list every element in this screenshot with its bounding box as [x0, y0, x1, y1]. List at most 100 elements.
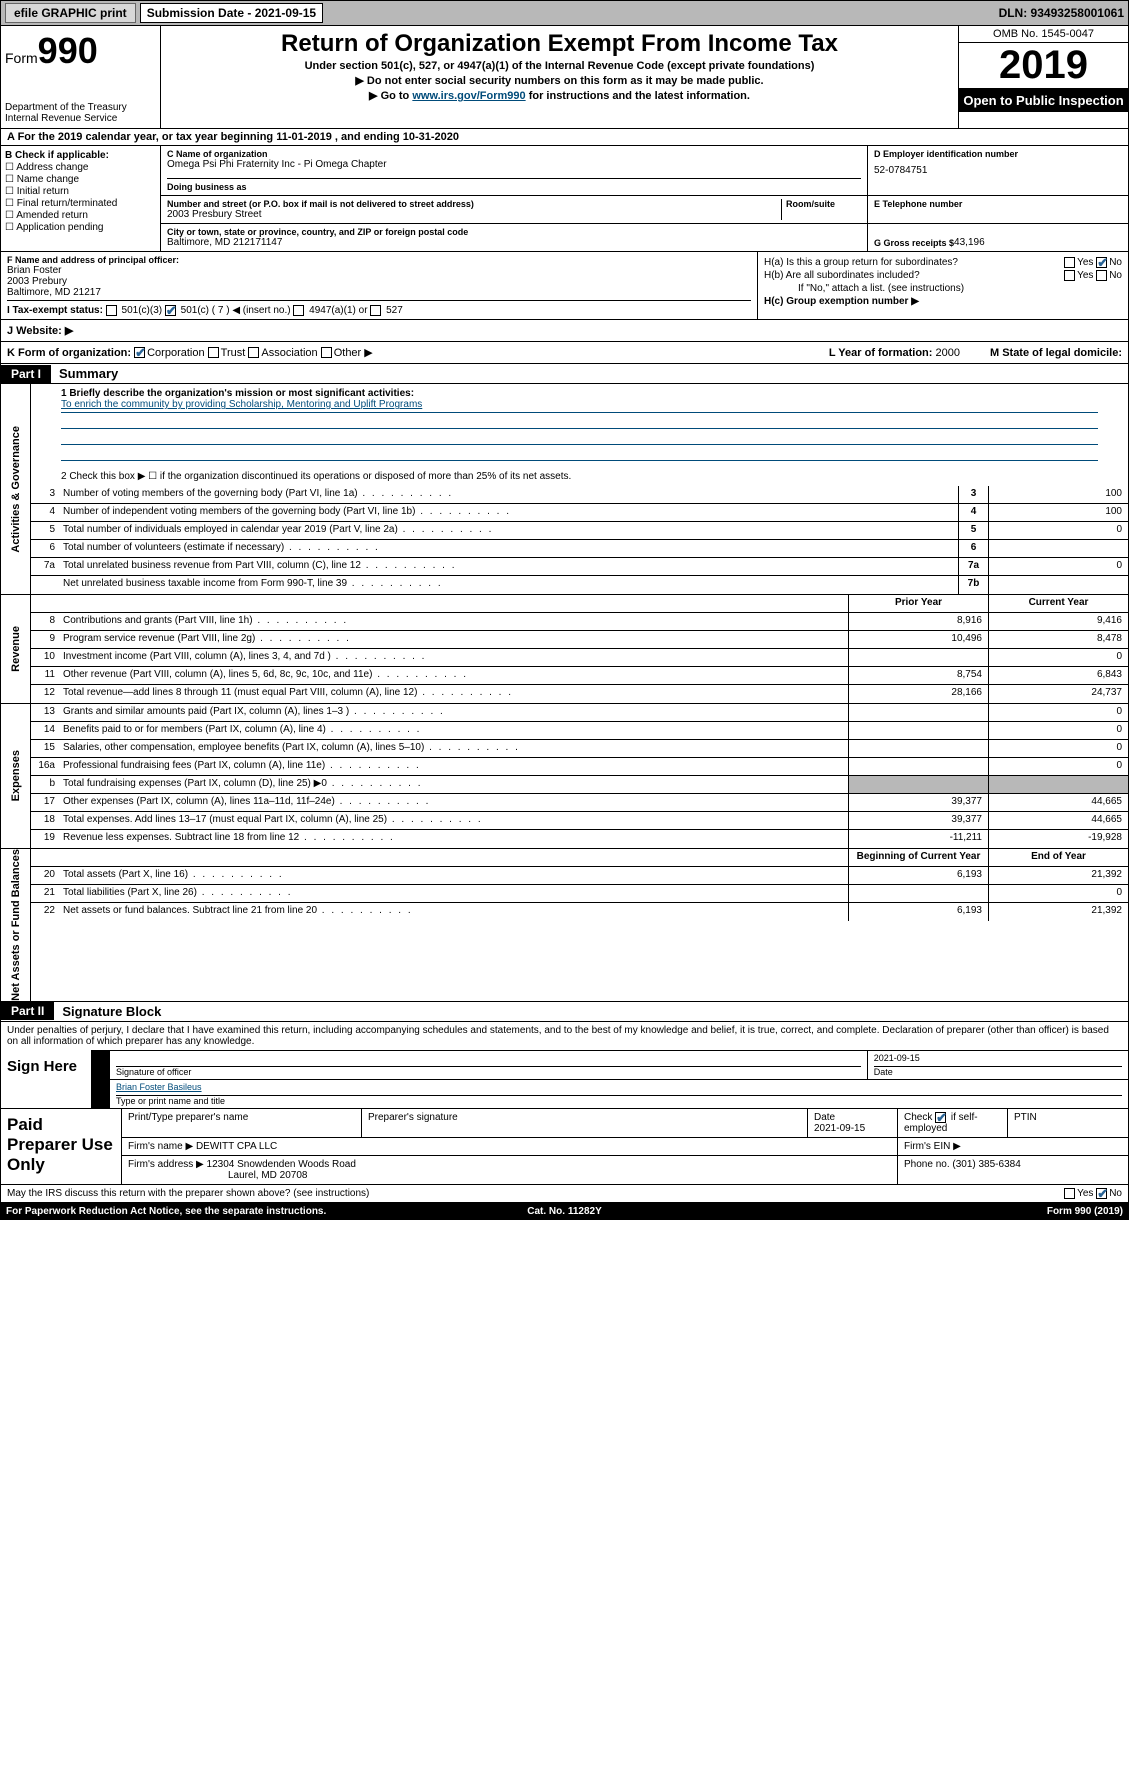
sig-arrow-icon	[91, 1051, 109, 1079]
k-lbl: K Form of organization:	[7, 347, 131, 359]
chk-501c3[interactable]	[106, 305, 117, 316]
chk-assoc[interactable]	[248, 347, 259, 358]
dept-label: Department of the Treasury	[5, 102, 156, 113]
chk-address-change[interactable]: ☐ Address change	[5, 162, 156, 173]
summary-line: 14Benefits paid to or for members (Part …	[31, 722, 1128, 740]
chk-final-return[interactable]: ☐ Final return/terminated	[5, 198, 156, 209]
chk-initial-return[interactable]: ☐ Initial return	[5, 186, 156, 197]
summary-line: 22Net assets or fund balances. Subtract …	[31, 903, 1128, 921]
e-phone-lbl: E Telephone number	[874, 199, 1122, 209]
gov-section: Activities & Governance 1 Briefly descri…	[0, 384, 1129, 595]
chk-name-change[interactable]: ☐ Name change	[5, 174, 156, 185]
prep-phone: (301) 385-6384	[952, 1159, 1020, 1170]
discuss-text: May the IRS discuss this return with the…	[7, 1188, 369, 1199]
line2: 2 Check this box ▶ ☐ if the organization…	[31, 467, 1128, 486]
i-lbl: I Tax-exempt status:	[7, 305, 103, 316]
summary-line: 20Total assets (Part X, line 16)6,19321,…	[31, 867, 1128, 885]
perjury-statement: Under penalties of perjury, I declare th…	[1, 1022, 1128, 1050]
f-lbl: F Name and address of principal officer:	[7, 255, 751, 265]
net-header: Beginning of Current Year End of Year	[31, 849, 1128, 867]
firm-ein-lbl: Firm's EIN ▶	[898, 1138, 1128, 1155]
d-ein-lbl: D Employer identification number	[874, 149, 1122, 159]
ha-no[interactable]	[1096, 257, 1107, 268]
mission-block: 1 Briefly describe the organization's mi…	[31, 384, 1128, 467]
summary-line: 9Program service revenue (Part VIII, lin…	[31, 631, 1128, 649]
goto-post: for instructions and the latest informat…	[526, 90, 750, 102]
preparer-section: Paid Preparer Use Only Print/Type prepar…	[0, 1109, 1129, 1185]
dba-lbl: Doing business as	[167, 178, 861, 192]
goto-line: ▶ Go to www.irs.gov/Form990 for instruct…	[169, 89, 950, 102]
chk-501c[interactable]	[165, 305, 176, 316]
discuss-no[interactable]	[1096, 1188, 1107, 1199]
hb-no[interactable]	[1096, 270, 1107, 281]
c-name-lbl: C Name of organization	[167, 149, 861, 159]
row-k: K Form of organization: Corporation Trus…	[0, 342, 1129, 364]
irs-label: Internal Revenue Service	[5, 113, 156, 124]
prep-h5: PTIN	[1008, 1109, 1128, 1137]
summary-line: 21Total liabilities (Part X, line 26)0	[31, 885, 1128, 903]
typed-name-lbl: Type or print name and title	[116, 1096, 1122, 1106]
chk-527[interactable]	[370, 305, 381, 316]
firm-addr1: 12304 Snowdenden Woods Road	[207, 1159, 356, 1170]
phone-lbl: Phone no.	[904, 1159, 952, 1170]
chk-self-employed[interactable]	[935, 1112, 946, 1123]
prior-year-header: Prior Year	[848, 595, 988, 612]
goto-pre: ▶ Go to	[369, 90, 412, 102]
sign-here-label: Sign Here	[1, 1050, 91, 1108]
ha-lbl: H(a) Is this a group return for subordin…	[764, 257, 958, 268]
summary-line: 8Contributions and grants (Part VIII, li…	[31, 613, 1128, 631]
form-number: 990	[38, 30, 98, 71]
hb-note: If "No," attach a list. (see instruction…	[764, 283, 1122, 294]
street-lbl: Number and street (or P.O. box if mail i…	[167, 199, 781, 209]
hc-lbl: H(c) Group exemption number ▶	[764, 296, 1122, 307]
chk-app-pending[interactable]: ☐ Application pending	[5, 222, 156, 233]
sig-date-val: 2021-09-15	[874, 1053, 1122, 1067]
org-name: Omega Psi Phi Fraternity Inc - Pi Omega …	[167, 159, 861, 170]
mission-text[interactable]: To enrich the community by providing Sch…	[61, 399, 422, 410]
ha-yes[interactable]	[1064, 257, 1075, 268]
b-header: B Check if applicable:	[5, 150, 156, 161]
efile-button[interactable]: efile GRAPHIC print	[5, 3, 136, 23]
prep-h4: Check if self-employed	[898, 1109, 1008, 1137]
m-lbl: M State of legal domicile:	[990, 347, 1122, 359]
discuss-yes[interactable]	[1064, 1188, 1075, 1199]
preparer-title: Paid Preparer Use Only	[1, 1109, 121, 1184]
city-val: Baltimore, MD 212171147	[167, 237, 861, 248]
summary-line: 16aProfessional fundraising fees (Part I…	[31, 758, 1128, 776]
summary-line: 15Salaries, other compensation, employee…	[31, 740, 1128, 758]
chk-trust[interactable]	[208, 347, 219, 358]
firm-addr2: Laurel, MD 20708	[128, 1170, 308, 1181]
summary-line: 7aTotal unrelated business revenue from …	[31, 558, 1128, 576]
open-to-public: Open to Public Inspection	[959, 89, 1128, 112]
summary-line: 4Number of independent voting members of…	[31, 504, 1128, 522]
row-j: J Website: ▶	[0, 320, 1129, 342]
part2-title: Signature Block	[54, 1002, 169, 1021]
omb-number: OMB No. 1545-0047	[959, 26, 1128, 43]
current-year-header: Current Year	[988, 595, 1128, 612]
dln-label: DLN: 93493258001061	[999, 6, 1124, 20]
col-h: H(a) Is this a group return for subordin…	[758, 252, 1128, 319]
ein-value: 52-0784751	[874, 165, 1122, 176]
form990-link[interactable]: www.irs.gov/Form990	[412, 90, 525, 102]
hb-yes[interactable]	[1064, 270, 1075, 281]
footer-bar: For Paperwork Reduction Act Notice, see …	[0, 1203, 1129, 1220]
chk-other[interactable]	[321, 347, 332, 358]
firm-name-lbl: Firm's name ▶	[128, 1141, 193, 1152]
officer-addr1: 2003 Prebury	[7, 276, 751, 287]
chk-amended-return[interactable]: ☐ Amended return	[5, 210, 156, 221]
prep-h1: Print/Type preparer's name	[122, 1109, 362, 1137]
chk-corp[interactable]	[134, 347, 145, 358]
submission-date-button[interactable]: Submission Date - 2021-09-15	[140, 3, 323, 23]
city-lbl: City or town, state or province, country…	[167, 227, 861, 237]
officer-name: Brian Foster	[7, 265, 751, 276]
rev-tab: Revenue	[1, 595, 31, 703]
header-left: Form990 Department of the Treasury Inter…	[1, 26, 161, 128]
summary-line: 5Total number of individuals employed in…	[31, 522, 1128, 540]
summary-line: 12Total revenue—add lines 8 through 11 (…	[31, 685, 1128, 703]
summary-line: 11Other revenue (Part VIII, column (A), …	[31, 667, 1128, 685]
prep-date: 2021-09-15	[814, 1123, 865, 1134]
period-row: A For the 2019 calendar year, or tax yea…	[0, 129, 1129, 146]
form-label: Form	[5, 50, 38, 66]
chk-4947[interactable]	[293, 305, 304, 316]
part2-header-row: Part II Signature Block	[0, 1002, 1129, 1022]
